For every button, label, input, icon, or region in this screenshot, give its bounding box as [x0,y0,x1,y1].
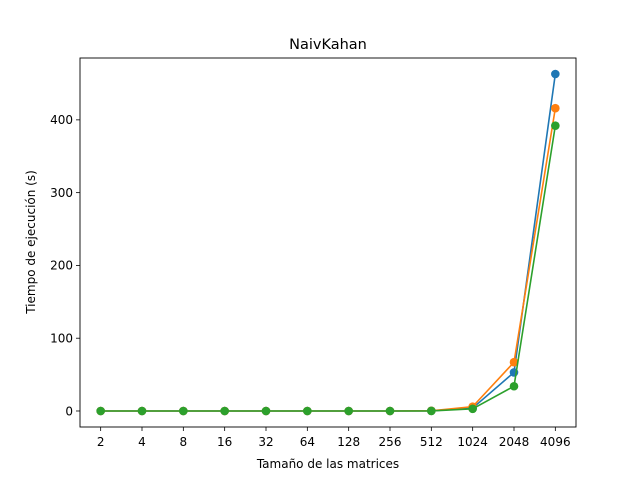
y-tick-label: 400 [50,113,73,127]
x-axis-label: Tamaño de las matrices [256,457,399,471]
series-3 [96,121,560,416]
data-point [344,406,353,416]
y-tick-label: 300 [50,186,73,200]
x-tick-label: 2048 [499,435,530,449]
data-point [551,103,560,113]
data-point [261,406,271,416]
x-axis: 2 4 8 16 32 64 128 256 512 1024 2048 4096 [97,427,571,449]
x-tick-label: 2 [97,435,105,449]
y-tick-label: 200 [50,259,73,273]
data-point [551,69,560,79]
data-point [179,406,188,416]
x-tick-label: 64 [300,435,315,449]
y-tick-label: 0 [65,404,73,418]
x-tick-label: 8 [180,435,188,449]
x-tick-label: 16 [217,435,232,449]
x-tick-label: 128 [337,435,360,449]
data-point [385,406,395,416]
y-axis: 0 100 200 300 400 [50,113,80,418]
series-layer [96,69,560,416]
x-tick-label: 256 [379,435,402,449]
x-tick-label: 4 [138,435,146,449]
y-axis-label: Tiempo de ejecución (s) [24,170,38,315]
x-tick-label: 32 [258,435,273,449]
plot-frame [79,57,577,428]
data-point [427,406,436,416]
series-line [100,125,557,412]
data-point [220,406,229,416]
data-point [509,381,519,391]
data-point [303,406,312,416]
data-point [468,404,477,414]
y-tick-label: 100 [50,332,73,346]
x-tick-label: 4096 [540,435,571,449]
data-point [96,406,105,416]
data-point [137,406,147,416]
data-point [551,121,560,130]
x-tick-label: 512 [420,435,443,449]
data-point [509,357,519,367]
x-tick-label: 1024 [457,435,488,449]
chart-title: NaivKahan [289,37,367,53]
